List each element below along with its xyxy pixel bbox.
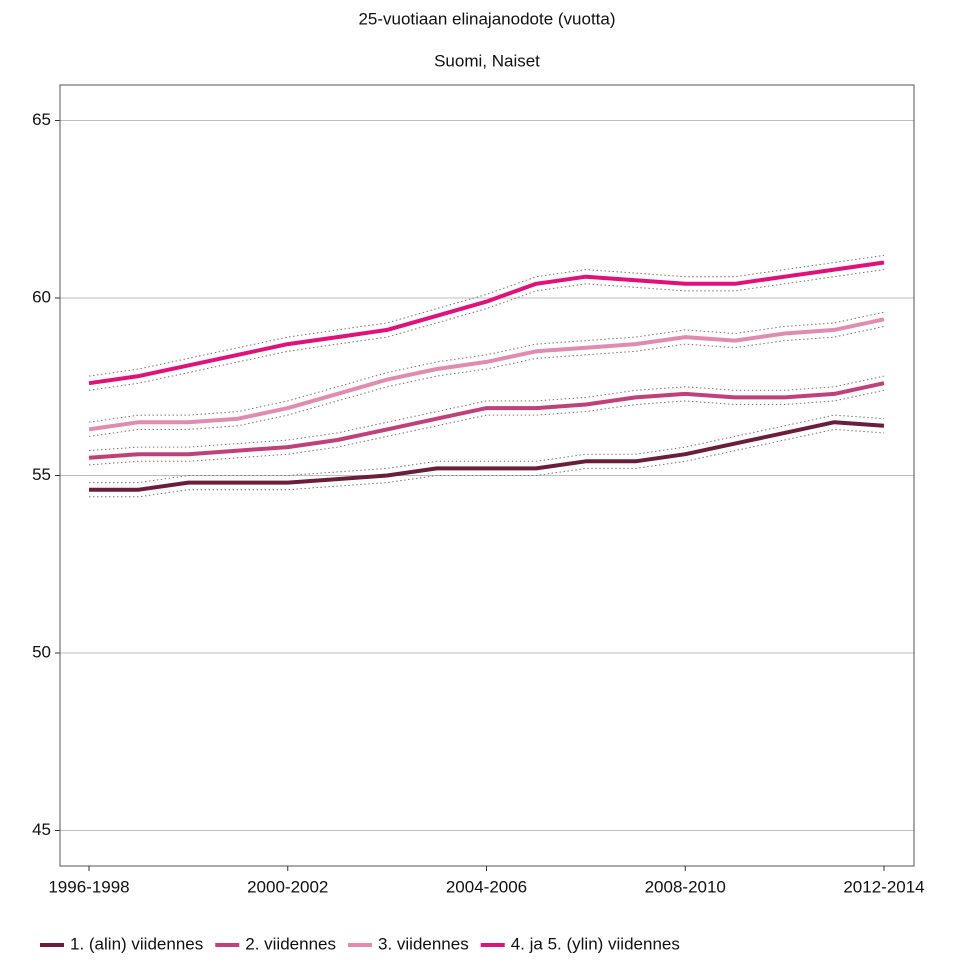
y-tick-label: 50 [32,642,51,661]
y-tick-label: 45 [32,820,51,839]
ci-line [88,254,885,377]
ci-line [88,311,885,423]
y-tick-label: 55 [32,465,51,484]
legend-label: 3. viidennes [378,934,469,953]
x-tick-label: 2012-2014 [843,877,924,896]
series-line [88,317,885,432]
ci-line [89,428,885,498]
x-tick-label: 2008-2010 [645,877,726,896]
legend-label: 4. ja 5. (ylin) viidennes [511,934,680,953]
chart-subtitle: Suomi, Naiset [434,51,540,70]
ci-line [88,325,885,437]
ci-line [88,269,885,391]
y-tick-label: 60 [32,287,51,306]
series-line [89,420,885,492]
legend-label: 2. viidennes [245,934,336,953]
x-tick-label: 2000-2002 [247,877,328,896]
y-tick-label: 65 [32,110,51,129]
ci-line [89,414,885,484]
series-line [88,381,885,460]
legend-label: 1. (alin) viidennes [70,934,203,953]
ci-line [88,375,885,452]
ci-line [88,389,885,466]
x-tick-label: 1996-1998 [48,877,129,896]
x-tick-label: 2004-2006 [446,877,527,896]
chart-title: 25-vuotiaan elinajanodote (vuotta) [358,9,615,28]
series-line [88,260,885,386]
